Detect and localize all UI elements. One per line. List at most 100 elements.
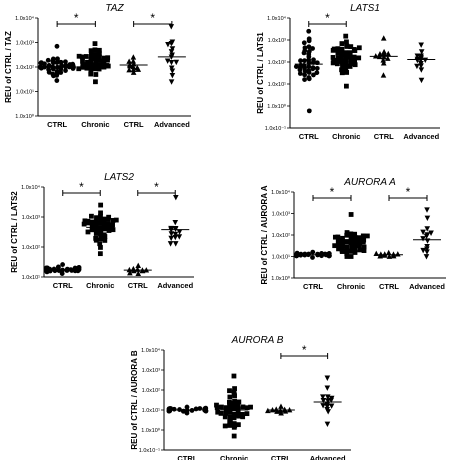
square-point bbox=[98, 217, 103, 223]
x-category-label: CTRL bbox=[299, 132, 319, 141]
square-point bbox=[361, 248, 367, 253]
circle-point bbox=[326, 252, 332, 257]
circle-point bbox=[50, 56, 56, 62]
square-point bbox=[97, 62, 103, 68]
triangle-down-point bbox=[420, 236, 426, 242]
triangle-down-point bbox=[418, 67, 425, 73]
triangle-down-point bbox=[418, 61, 424, 67]
triangle-up-point bbox=[384, 55, 391, 61]
square-point bbox=[214, 405, 220, 411]
square-point bbox=[343, 63, 349, 69]
triangle-down-point bbox=[418, 77, 425, 84]
square-point bbox=[344, 83, 349, 89]
triangle-down-point bbox=[414, 53, 421, 59]
x-category-label: CTRL bbox=[271, 454, 291, 460]
square-point bbox=[240, 414, 246, 420]
square-point bbox=[93, 66, 98, 72]
square-point bbox=[340, 235, 345, 241]
circle-point bbox=[50, 66, 56, 72]
triangle-up-point bbox=[126, 66, 132, 73]
square-point bbox=[92, 52, 98, 57]
square-point bbox=[330, 60, 336, 66]
triangle-down-point bbox=[420, 229, 426, 236]
square-point bbox=[348, 57, 354, 63]
square-point bbox=[231, 403, 237, 409]
square-point bbox=[335, 46, 341, 52]
triangle-down-point bbox=[168, 79, 175, 85]
x-category-label: Chronic bbox=[332, 132, 360, 141]
y-axis-label: REU of CTRL / LATS1 bbox=[256, 32, 265, 114]
square-point bbox=[106, 228, 112, 233]
square-point bbox=[93, 224, 99, 230]
triangle-down-point bbox=[164, 58, 171, 64]
square-point bbox=[101, 62, 107, 68]
significance-star: * bbox=[302, 343, 307, 357]
triangle-up-point bbox=[278, 403, 284, 409]
triangle-up-point bbox=[394, 251, 401, 257]
square-point bbox=[339, 243, 345, 248]
square-point bbox=[102, 238, 108, 243]
circle-point bbox=[302, 48, 308, 54]
significance-star: * bbox=[150, 11, 155, 25]
square-point bbox=[248, 404, 253, 410]
square-point bbox=[227, 388, 232, 394]
square-point bbox=[339, 67, 344, 73]
square-point bbox=[340, 60, 345, 66]
square-point bbox=[353, 239, 359, 245]
square-point bbox=[97, 251, 103, 257]
triangle-down-point bbox=[168, 235, 174, 242]
panel-aurora-b: AURORA B REU of CTRL / AURORA B1.0x10⁻¹ 1.… bbox=[130, 335, 351, 460]
circle-point bbox=[306, 64, 312, 69]
circle-point bbox=[55, 264, 61, 270]
square-point bbox=[343, 55, 349, 61]
triangle-up-point bbox=[135, 262, 142, 268]
circle-point bbox=[301, 40, 307, 46]
circle-point bbox=[311, 72, 316, 78]
triangle-up-point bbox=[380, 72, 387, 78]
triangle-down-point bbox=[169, 46, 176, 52]
triangle-down-point bbox=[424, 207, 430, 213]
square-point bbox=[231, 433, 237, 439]
square-point bbox=[101, 58, 107, 64]
circle-point bbox=[310, 249, 316, 255]
circle-point bbox=[306, 36, 312, 42]
square-point bbox=[102, 216, 108, 222]
y-tick-label: 1.0x10¹ bbox=[142, 408, 161, 414]
square-point bbox=[352, 250, 358, 255]
circle-point bbox=[59, 271, 65, 276]
y-tick-label: 1.0x10⁰ bbox=[141, 427, 161, 434]
circle-point bbox=[293, 64, 299, 69]
square-point bbox=[344, 39, 349, 45]
triangle-down-point bbox=[173, 59, 180, 66]
circle-point bbox=[76, 265, 81, 271]
panel-title: AURORA B bbox=[231, 335, 284, 346]
x-category-label: CTRL bbox=[128, 281, 148, 290]
circle-point bbox=[315, 251, 320, 257]
triangle-up-point bbox=[380, 60, 387, 66]
triangle-up-point bbox=[126, 58, 132, 64]
circle-point bbox=[314, 70, 320, 76]
x-category-label: CTRL bbox=[303, 282, 323, 291]
square-point bbox=[105, 57, 110, 63]
square-point bbox=[343, 66, 349, 72]
square-point bbox=[76, 53, 82, 59]
square-point bbox=[334, 61, 340, 67]
square-point bbox=[105, 217, 111, 222]
square-point bbox=[235, 406, 241, 412]
circle-point bbox=[302, 58, 307, 64]
square-point bbox=[352, 59, 358, 64]
circle-point bbox=[44, 267, 49, 273]
square-point bbox=[231, 373, 237, 379]
square-point bbox=[339, 46, 345, 52]
square-point bbox=[240, 404, 246, 410]
circle-point bbox=[58, 67, 64, 72]
square-point bbox=[351, 47, 357, 52]
square-point bbox=[348, 234, 354, 240]
circle-point bbox=[297, 67, 303, 73]
square-point bbox=[349, 249, 354, 254]
triangle-down-point bbox=[328, 403, 335, 409]
circle-point bbox=[58, 59, 64, 65]
circle-point bbox=[38, 60, 44, 66]
